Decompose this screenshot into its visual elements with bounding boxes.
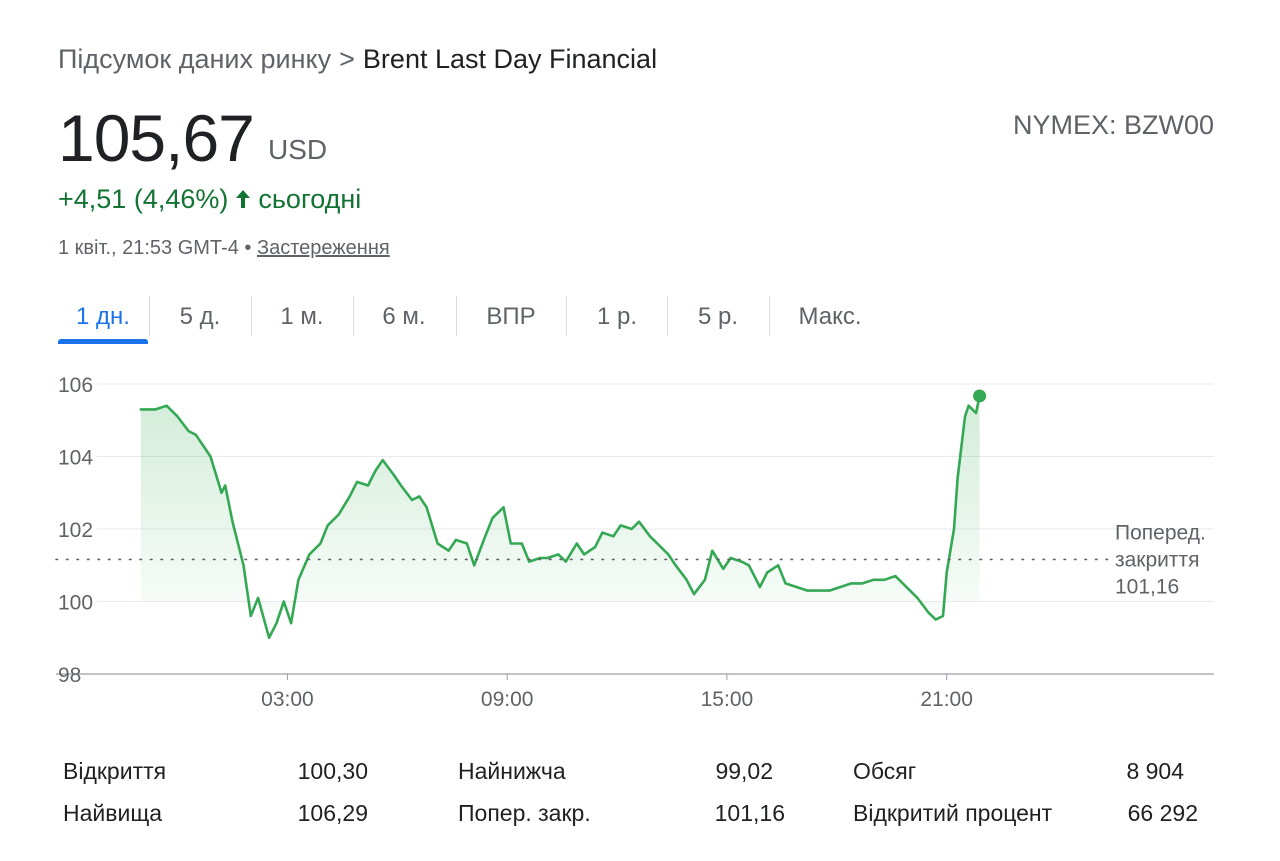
stat-volume-label: Обсяг bbox=[853, 758, 917, 784]
last-price-dot bbox=[973, 389, 987, 403]
stat-open-label: Відкриття bbox=[63, 758, 167, 784]
tab-ytd[interactable]: ВПР bbox=[486, 303, 536, 330]
tab-divider bbox=[149, 296, 150, 336]
x-tick-label: 21:00 bbox=[920, 688, 973, 711]
tab-divider bbox=[251, 296, 252, 336]
breadcrumb-separator: > bbox=[339, 44, 355, 74]
stat-volume-value: 8 904 bbox=[1126, 758, 1184, 784]
timestamp: 1 квіт., 21:53 GMT-4 bbox=[58, 237, 239, 259]
tab-divider bbox=[769, 296, 770, 336]
breadcrumb: Підсумок даних ринку > Brent Last Day Fina… bbox=[58, 44, 657, 75]
tab-5-days[interactable]: 5 д. bbox=[179, 303, 221, 330]
series-area bbox=[140, 396, 980, 638]
breadcrumb-parent-link[interactable]: Підсумок даних ринку bbox=[58, 44, 332, 74]
tab-divider bbox=[566, 296, 567, 336]
stat-high-value: 106,29 bbox=[297, 800, 368, 826]
price-change: +4,51 (4,46%) сьогодні bbox=[58, 184, 361, 215]
exchange-symbol: NYMEX: BZW00 bbox=[1012, 110, 1214, 140]
stat-open-value: 100,30 bbox=[297, 758, 368, 784]
stat-low-value: 99,02 bbox=[715, 758, 773, 784]
arrow-up-icon bbox=[236, 190, 251, 208]
currency-label: USD bbox=[268, 134, 328, 165]
tab-divider bbox=[667, 296, 668, 336]
x-tick-label: 09:00 bbox=[481, 688, 534, 711]
x-tick-label: 03:00 bbox=[261, 688, 314, 711]
tab-max[interactable]: Макс. bbox=[798, 303, 862, 330]
current-price: 105,67 bbox=[58, 101, 255, 175]
tab-divider bbox=[353, 296, 354, 336]
x-tick-label: 15:00 bbox=[701, 688, 754, 711]
tab-5-years[interactable]: 5 р. bbox=[697, 303, 739, 330]
change-value: +4,51 (4,46%) bbox=[58, 184, 229, 214]
y-tick-label: 102 bbox=[58, 519, 93, 542]
stats-panel: Відкриття 100,30 Найвища 106,29 Найнижча… bbox=[0, 750, 1280, 850]
previous-close-label-line: Поперед. bbox=[1115, 521, 1206, 544]
timestamp-row: 1 квіт., 21:53 GMT-4 • Застереження bbox=[58, 237, 390, 260]
y-tick-label: 100 bbox=[58, 592, 93, 615]
stat-prev-close-value: 101,16 bbox=[714, 800, 785, 826]
stat-low-label: Найнижча bbox=[458, 758, 566, 784]
stat-open-interest-label: Відкритий процент bbox=[853, 800, 1053, 826]
stat-prev-close-label: Попер. закр. bbox=[458, 800, 591, 826]
disclaimer-link[interactable]: Застереження bbox=[256, 237, 390, 259]
tab-6-months[interactable]: 6 м. bbox=[382, 303, 426, 330]
bullet-separator: • bbox=[244, 237, 252, 259]
stat-high-label: Найвища bbox=[63, 800, 163, 826]
price-chart[interactable]: 106 104 102 100 98 03:00 09:00 15:00 21:00 Попере… bbox=[0, 360, 1280, 730]
previous-close-label-line: 101,16 bbox=[1115, 575, 1179, 598]
previous-close-label-line: закриття bbox=[1115, 548, 1200, 571]
tab-1-year[interactable]: 1 р. bbox=[596, 303, 638, 330]
time-range-tabs: 1 дн. 5 д. 1 м. 6 м. ВПР 1 р. 5 р. Макс. bbox=[58, 296, 958, 344]
change-period: сьогодні bbox=[258, 184, 362, 214]
tab-1-month[interactable]: 1 м. bbox=[280, 303, 324, 330]
y-tick-label: 106 bbox=[58, 374, 93, 397]
tab-1-day[interactable]: 1 дн. bbox=[58, 296, 148, 344]
stat-open-interest-value: 66 292 bbox=[1127, 800, 1198, 826]
tab-divider bbox=[456, 296, 457, 336]
breadcrumb-current: Brent Last Day Financial bbox=[362, 44, 658, 74]
y-tick-label: 104 bbox=[58, 447, 93, 470]
previous-close-label: Поперед. закриття 101,16 bbox=[1115, 521, 1206, 598]
series-line bbox=[139, 394, 981, 640]
y-tick-label: 98 bbox=[58, 664, 81, 687]
